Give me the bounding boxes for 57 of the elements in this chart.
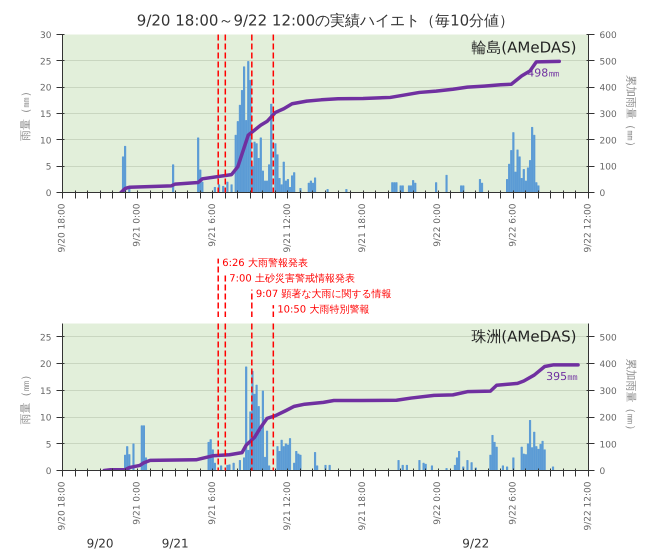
ref-line-label: 6:26 大雨警報発表 (222, 256, 308, 269)
x-tick-label: 9/21 12:00 (282, 203, 293, 253)
text: 9/21 (162, 536, 189, 550)
y2-tick-label: 0 (600, 189, 606, 199)
x-tick-label: 9/22 6:00 (508, 481, 518, 525)
y-tick-label: 20 (40, 84, 52, 94)
y2-tick-label: 400 (600, 360, 617, 370)
y-tick-label: 25 (40, 333, 52, 344)
x-tick-label: 9/21 18:00 (358, 203, 368, 253)
chart-title: 9/20 18:00～9/22 12:00の実績ハイエト（毎10分値） (136, 12, 514, 30)
y2-tick-label: 100 (600, 162, 617, 173)
x-tick-label: 9/22 6:00 (508, 203, 518, 247)
x-tick-label: 9/20 18:00 (58, 203, 68, 253)
y-tick-label: 5 (46, 440, 52, 450)
x-tick-label: 9/21 0:00 (132, 203, 143, 247)
x-tick-label: 9/20 18:00 (58, 481, 68, 531)
y-tick-label: 10 (40, 414, 52, 424)
x-tick-label: 9/22 0:00 (433, 481, 444, 525)
legend-label: 10:50 大雨特別警報 (277, 303, 370, 316)
y2-axis-title: 累加雨量（㎜） (624, 358, 638, 436)
y-tick-label: 0 (46, 189, 52, 199)
x-tick-label: 9/21 6:00 (208, 203, 218, 247)
y2-tick-label: 200 (600, 414, 617, 424)
y-tick-label: 0 (46, 467, 52, 477)
y-axis-title: 雨量（㎜） (19, 86, 32, 141)
ref-line-label: 9:07 顕著な大雨に関する情報 (256, 288, 392, 300)
y2-tick-label: 100 (600, 440, 617, 450)
annotation: 395㎜ (546, 370, 578, 383)
x-tick-label: 9/21 12:00 (282, 481, 293, 531)
text: 9/20 (86, 536, 114, 550)
x-tick-label: 9/21 0:00 (132, 481, 143, 525)
y-tick-label: 20 (40, 360, 52, 370)
y2-tick-label: 600 (600, 31, 617, 41)
x-tick-label: 9/21 18:00 (358, 481, 368, 531)
y2-tick-label: 400 (600, 84, 617, 94)
y2-axis-title: 累加雨量（㎜） (624, 75, 638, 152)
annotation: 輪島(AMeDAS) (471, 38, 577, 56)
y2-tick-label: 500 (600, 57, 617, 68)
ref-line-label: 7:00 土砂災害警戒情報発表 (229, 272, 355, 284)
y-tick-label: 10 (40, 136, 52, 146)
x-tick-label: 9/21 6:00 (208, 481, 218, 525)
y-tick-label: 5 (46, 162, 52, 173)
x-tick-label: 9/22 12:00 (584, 203, 594, 253)
y2-tick-label: 200 (600, 136, 617, 146)
y-tick-label: 15 (40, 110, 52, 120)
text: 9/22 (462, 536, 490, 550)
x-tick-label: 9/22 12:00 (584, 481, 594, 531)
y2-tick-label: 300 (600, 386, 617, 397)
y-tick-label: 15 (40, 386, 52, 397)
y-tick-label: 25 (40, 57, 52, 68)
y-axis-title: 雨量（㎜） (19, 370, 32, 424)
annotation: 珠洲(AMeDAS) (471, 328, 577, 346)
y2-tick-label: 0 (600, 467, 606, 477)
y2-tick-label: 300 (600, 110, 617, 120)
y2-tick-label: 500 (600, 333, 617, 344)
y-tick-label: 30 (40, 31, 52, 41)
x-tick-label: 9/22 0:00 (433, 203, 444, 247)
